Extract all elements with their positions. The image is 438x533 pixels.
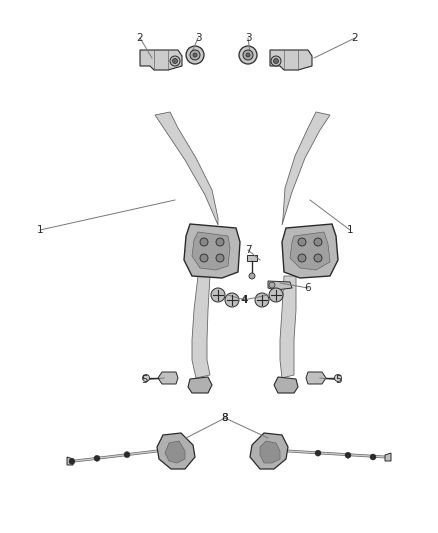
Circle shape	[200, 254, 208, 262]
Polygon shape	[250, 433, 288, 469]
Polygon shape	[280, 276, 296, 378]
Polygon shape	[165, 441, 185, 463]
Polygon shape	[268, 281, 292, 290]
Circle shape	[314, 254, 322, 262]
Circle shape	[193, 53, 197, 57]
Text: 1: 1	[347, 225, 353, 235]
Text: 1: 1	[37, 225, 43, 235]
Polygon shape	[290, 232, 330, 270]
Polygon shape	[260, 441, 280, 463]
Circle shape	[94, 455, 100, 462]
Text: 2: 2	[352, 33, 358, 43]
Circle shape	[142, 375, 149, 382]
Text: 4: 4	[242, 295, 248, 305]
Circle shape	[271, 56, 281, 66]
Circle shape	[314, 238, 322, 246]
Circle shape	[216, 254, 224, 262]
Circle shape	[243, 50, 253, 60]
Text: 5: 5	[141, 375, 148, 385]
Circle shape	[269, 282, 275, 288]
Text: 4: 4	[241, 295, 247, 305]
Circle shape	[216, 238, 224, 246]
Circle shape	[211, 288, 225, 302]
Circle shape	[370, 454, 376, 460]
Polygon shape	[270, 50, 312, 70]
Text: 5: 5	[335, 375, 341, 385]
Text: 3: 3	[245, 33, 251, 43]
Circle shape	[255, 293, 269, 307]
Circle shape	[298, 238, 306, 246]
Polygon shape	[158, 372, 178, 384]
Circle shape	[173, 59, 177, 63]
Circle shape	[186, 46, 204, 64]
Circle shape	[225, 293, 239, 307]
Polygon shape	[155, 112, 218, 225]
Circle shape	[269, 288, 283, 302]
Polygon shape	[274, 377, 298, 393]
Circle shape	[249, 273, 255, 279]
Polygon shape	[67, 457, 73, 465]
Polygon shape	[192, 276, 210, 378]
Circle shape	[124, 451, 130, 458]
Circle shape	[345, 452, 351, 458]
Polygon shape	[184, 224, 240, 278]
Text: 7: 7	[245, 245, 251, 255]
Circle shape	[315, 450, 321, 456]
Polygon shape	[306, 372, 326, 384]
Circle shape	[200, 238, 208, 246]
Polygon shape	[188, 377, 212, 393]
Circle shape	[273, 59, 279, 63]
Polygon shape	[282, 112, 330, 225]
Polygon shape	[385, 453, 391, 461]
Polygon shape	[140, 50, 182, 70]
Text: 8: 8	[222, 413, 228, 423]
Text: 8: 8	[222, 413, 228, 423]
Text: 3: 3	[194, 33, 201, 43]
Polygon shape	[157, 433, 195, 469]
Circle shape	[246, 53, 250, 57]
Polygon shape	[282, 224, 338, 278]
Circle shape	[69, 458, 75, 464]
Circle shape	[170, 56, 180, 66]
Circle shape	[239, 46, 257, 64]
Polygon shape	[247, 255, 257, 261]
Text: 6: 6	[305, 283, 311, 293]
Circle shape	[298, 254, 306, 262]
Polygon shape	[192, 232, 230, 270]
Circle shape	[335, 375, 342, 382]
Text: 2: 2	[137, 33, 143, 43]
Circle shape	[190, 50, 200, 60]
